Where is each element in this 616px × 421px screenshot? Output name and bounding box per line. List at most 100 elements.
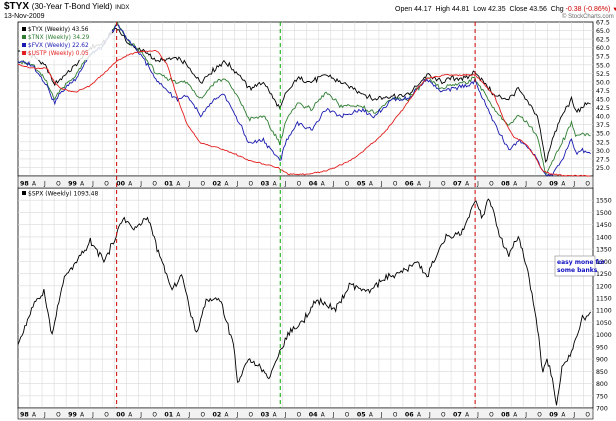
bottom-panel-y-tick-label: 750 [596,393,608,400]
bottom-x-tick-label: O [56,413,61,419]
legend-swatch-ustp [22,51,26,55]
bottom-x-tick-label: O [345,413,350,419]
bottom-panel-y-tick-label: 1550 [596,198,612,205]
bottom-panel-y-tick-label: 950 [596,344,608,351]
bottom-x-tick-label: O [393,413,398,419]
top-x-tick-label: A [128,182,132,188]
top-x-tick-label: J [91,182,94,188]
bottom-x-tick-label: A [417,413,421,419]
top-x-tick-label: 06 [405,181,414,188]
legend-swatch-tyx [22,27,26,31]
top-x-tick-label: A [80,182,84,188]
close-label: Close [509,6,528,13]
top-x-tick-label: 99 [68,181,77,188]
top-panel-y-tick-label: 60.0 [596,45,610,52]
top-panel-y-tick-label: 65.0 [596,28,610,35]
top-x-tick-label: 04 [309,181,318,188]
bottom-x-tick-label: A [32,413,36,419]
top-panel-y-tick-label: 47.5 [596,88,610,95]
legend-entry-tnx: $TNX (Weekly) 34.29 [28,35,90,41]
top-x-tick-label: J [139,182,142,188]
bottom-panel-y-tick-label: 900 [596,357,608,364]
top-x-tick-label: A [513,182,517,188]
bottom-x-tick-label: A [369,413,373,419]
bottom-axis-strip [17,407,594,420]
bottom-x-tick-label: O [297,413,302,419]
bottom-x-tick-label: A [176,413,180,419]
legend-entry-ustp: $USTP (Weekly) 0.05 [28,51,89,57]
top-x-tick-label: A [32,182,36,188]
legend-entry-tyx: $TYX (Weekly) 43.56 [28,27,89,33]
bottom-x-tick-label: 00 [116,412,125,419]
bottom-panel-y-tick-label: 1050 [596,320,612,327]
bottom-x-tick-label: 09 [549,412,558,419]
top-x-tick-label: A [273,182,277,188]
bottom-panel-y-tick-label: 800 [596,381,608,388]
bottom-x-tick-label: O [152,413,157,419]
exchange-label: INDX [115,5,130,11]
top-panel-y-tick-label: 55.0 [596,62,610,69]
close-value: 43.56 [529,6,547,13]
high-label: High [435,6,450,13]
series-line-fvx [17,24,591,177]
low-value: 42.35 [488,6,506,13]
bottom-x-tick-label: A [321,413,325,419]
top-x-tick-label: J [428,182,431,188]
bottom-x-tick-label: 05 [357,412,366,419]
top-panel-y-tick-label: 67.5 [596,20,610,27]
series-line-spx [17,198,591,406]
chg-down-arrow-icon: ▼ [612,7,616,13]
top-panel-y-tick-label: 35.0 [596,131,610,138]
top-x-tick-label: O [56,182,61,188]
top-x-tick-label: O [297,182,302,188]
bottom-x-tick-label: 03 [261,412,270,419]
bottom-x-tick-label: J [284,413,287,419]
bottom-x-tick-label: O [249,413,254,419]
top-x-tick-label: 98 [20,181,29,188]
top-panel-y-tick-label: 27.5 [596,156,610,163]
bottom-x-tick-label: J [428,413,431,419]
top-x-tick-label: 01 [164,181,173,188]
bottom-x-tick-label: 08 [501,412,510,419]
top-panel-y-tick-label: 62.5 [596,37,610,44]
top-x-tick-label: O [393,182,398,188]
bottom-panel-y-tick-label: 1000 [596,332,612,339]
legend-swatch-spx [22,191,26,195]
top-x-tick-label: A [369,182,373,188]
top-x-tick-label: O [441,182,446,188]
top-axis-strip [17,175,594,189]
bottom-x-tick-label: 06 [405,412,414,419]
chart-title: $TYX (30-Year T-Bond Yield) INDX [4,1,129,12]
bottom-x-tick-label: J [91,413,94,419]
bottom-x-tick-label: 02 [212,412,221,419]
top-x-tick-label: O [152,182,157,188]
bottom-x-tick-label: A [224,413,228,419]
top-panel-y-tick-label: 57.5 [596,54,610,61]
bottom-x-tick-label: 04 [309,412,318,419]
top-panel-y-tick-label: 50.0 [596,79,610,86]
bottom-x-tick-label: J [187,413,190,419]
top-x-tick-label: 09 [549,181,558,188]
symbol-text: $TYX [4,1,30,12]
bottom-x-tick-label: J [236,413,239,419]
annotation-line-1: easy mone for [557,259,605,266]
top-x-tick-label: A [561,182,565,188]
watermark: © StockCharts.com [562,14,614,20]
top-x-tick-label: O [585,182,590,188]
bottom-panel-y-tick-label: 1100 [596,308,612,315]
top-x-tick-label: O [200,182,205,188]
symbol-name: (30-Year T-Bond Yield) [31,2,113,11]
top-x-tick-label: 00 [116,181,125,188]
chg-value: -0.38 (-0.86%) [565,6,611,13]
bottom-x-tick-label: O [537,413,542,419]
bottom-panel-y-tick-label: 1250 [596,271,612,278]
top-x-tick-label: O [489,182,494,188]
top-panel-y-tick-label: 40.0 [596,114,610,121]
bottom-x-tick-label: A [80,413,84,419]
top-x-tick-label: J [236,182,239,188]
top-x-tick-label: J [43,182,46,188]
top-panel-y-tick-label: 45.0 [596,97,610,104]
top-x-tick-label: 08 [501,181,510,188]
top-panel-y-tick-label: 30.0 [596,148,610,155]
